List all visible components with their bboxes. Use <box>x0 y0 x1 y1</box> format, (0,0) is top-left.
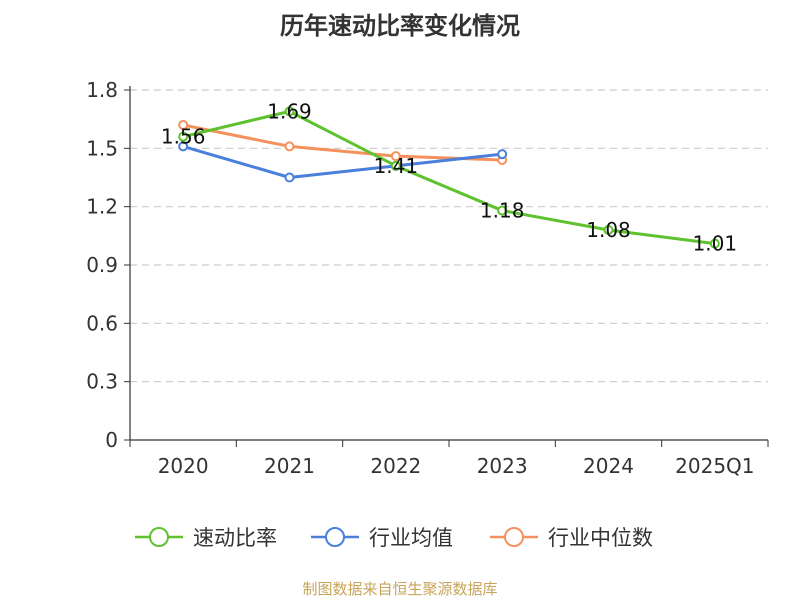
legend[interactable]: 速动比率 行业均值 行业中位数 <box>135 526 653 550</box>
source-note: 制图数据来自恒生聚源数据库 <box>302 580 498 598</box>
y-tick-label: 0.3 <box>86 370 118 394</box>
y-tick-label: 0.6 <box>86 311 118 335</box>
x-tick-label: 2025Q1 <box>675 454 754 478</box>
x-tick-label: 2024 <box>583 454 634 478</box>
series-line-0 <box>182 109 716 246</box>
x-tick-label: 2023 <box>477 454 528 478</box>
y-tick-label: 1.8 <box>86 78 118 102</box>
legend-label[interactable]: 速动比率 <box>193 526 277 550</box>
y-tick-label: 0 <box>105 428 118 452</box>
data-label: 1.56 <box>161 125 206 149</box>
series-line-1 <box>182 144 503 179</box>
data-point[interactable] <box>284 141 295 152</box>
data-label: 1.69 <box>267 99 312 123</box>
y-tick-label: 1.5 <box>86 136 118 160</box>
x-tick-label: 2020 <box>158 454 209 478</box>
legend-label[interactable]: 行业均值 <box>369 526 453 550</box>
data-point[interactable] <box>178 120 189 130</box>
data-point[interactable] <box>284 106 295 117</box>
axes: 0 0.3 0.6 0.9 1.2 1.5 1.8 2020 2021 2022 2023 2024 2… <box>86 78 769 478</box>
data-point[interactable] <box>603 225 614 235</box>
legend-marker[interactable] <box>504 527 524 547</box>
y-tick-label: 0.9 <box>86 253 118 277</box>
data-label: 1.41 <box>374 154 419 178</box>
x-tick-label: 2022 <box>370 454 421 478</box>
legend-marker[interactable] <box>149 527 169 547</box>
data-label: 1.18 <box>480 199 525 223</box>
x-tick-label: 2021 <box>264 454 315 478</box>
data-labels: 1.56 1.69 1.41 1.18 1.08 1.01 <box>161 99 737 255</box>
gridlines <box>130 89 768 383</box>
series-layer <box>178 106 720 249</box>
data-point[interactable] <box>178 141 189 152</box>
data-point[interactable] <box>390 160 401 171</box>
y-tick-label: 1.2 <box>86 195 118 219</box>
data-point[interactable] <box>709 238 720 249</box>
data-point[interactable] <box>497 149 508 160</box>
chart-title: 历年速动比率变化情况 <box>280 12 520 40</box>
data-label: 1.08 <box>586 218 631 242</box>
data-point[interactable] <box>178 131 189 142</box>
data-point[interactable] <box>284 172 295 183</box>
legend-label[interactable]: 行业中位数 <box>548 526 653 550</box>
data-point[interactable] <box>497 205 508 216</box>
series-line-2 <box>182 123 503 162</box>
legend-marker[interactable] <box>325 527 345 547</box>
data-label: 1.01 <box>693 232 738 256</box>
data-point[interactable] <box>390 151 401 162</box>
